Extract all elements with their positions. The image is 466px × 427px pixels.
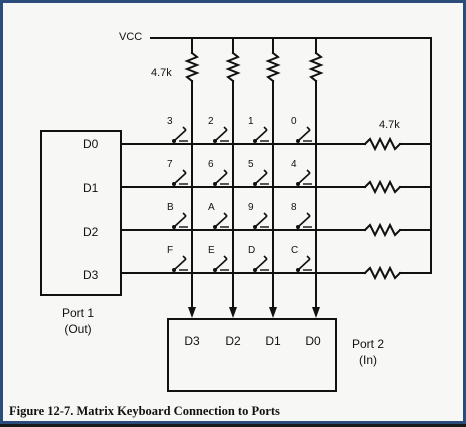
port1-pin-d0: D0 <box>83 137 99 151</box>
switch-tip <box>306 126 311 131</box>
key-switch-5: 5 <box>248 159 269 186</box>
key-label-1: 1 <box>248 116 254 127</box>
switch-lever <box>173 258 187 271</box>
key-label-7: 7 <box>167 159 173 170</box>
row-pullup-resistor <box>363 179 402 195</box>
port1-box <box>40 130 122 296</box>
figure-caption: Figure 12-7. Matrix Keyboard Connection … <box>9 404 280 418</box>
switch-tip <box>263 212 268 217</box>
port2-pin-d2: D2 <box>225 334 241 348</box>
switch-lever <box>214 129 228 142</box>
switch-lever <box>214 258 228 271</box>
switch-lever <box>297 258 311 271</box>
column-pullup-resistor <box>225 51 241 83</box>
column-pullup-resistor <box>265 51 281 83</box>
column-pullup-resistor <box>308 51 324 83</box>
port2-box <box>167 318 337 392</box>
key-label-0: 0 <box>291 116 297 127</box>
switch-lever <box>297 129 311 142</box>
row-pullup-resistor <box>363 222 402 238</box>
switch-tip <box>263 126 268 131</box>
key-label-2: 2 <box>208 116 214 127</box>
port2-mode: (In) <box>359 353 377 367</box>
switch-tip <box>223 255 228 260</box>
key-label-4: 4 <box>291 159 297 170</box>
port2-pin-d0: D0 <box>305 334 321 348</box>
vcc-label: VCC <box>119 31 142 43</box>
switch-lever <box>173 129 187 142</box>
key-label-9: 9 <box>248 202 254 213</box>
row-pullup-resistor <box>363 265 402 281</box>
key-switch-b: B <box>167 202 188 229</box>
key-label-a: A <box>208 202 215 213</box>
key-label-5: 5 <box>248 159 254 170</box>
key-switch-0: 0 <box>291 116 312 143</box>
port1-pin-d3: D3 <box>83 268 99 282</box>
column-arrow <box>269 307 277 318</box>
switch-tip <box>306 212 311 217</box>
column-arrow <box>188 307 196 318</box>
key-label-b: B <box>167 202 174 213</box>
switch-lever <box>297 215 311 228</box>
port1-pin-d1: D1 <box>83 181 99 195</box>
port2-pin-d3: D3 <box>184 334 200 348</box>
switch-tip <box>223 126 228 131</box>
port1-mode: (Out) <box>64 322 91 336</box>
port2-title: Port 2 <box>352 337 384 351</box>
key-switch-1: 1 <box>248 116 269 143</box>
key-label-c: C <box>291 245 298 256</box>
switch-tip <box>263 169 268 174</box>
switch-lever <box>214 215 228 228</box>
port2-pin-d1: D1 <box>265 334 281 348</box>
key-switch-3: 3 <box>167 116 188 143</box>
key-switch-a: A <box>208 202 229 229</box>
key-label-3: 3 <box>167 116 173 127</box>
key-switch-d: D <box>248 245 269 272</box>
key-switch-6: 6 <box>208 159 229 186</box>
column-arrow <box>229 307 237 318</box>
key-switch-e: E <box>208 245 229 272</box>
row-resistor-label: 4.7k <box>379 119 400 131</box>
switch-lever <box>254 258 268 271</box>
switch-lever <box>297 172 311 185</box>
switch-tip <box>223 212 228 217</box>
key-label-8: 8 <box>291 202 297 213</box>
key-switch-7: 7 <box>167 159 188 186</box>
row-pullup-resistor <box>363 136 402 152</box>
switch-lever <box>254 129 268 142</box>
key-switch-c: C <box>291 245 312 272</box>
key-switch-2: 2 <box>208 116 229 143</box>
switch-lever <box>214 172 228 185</box>
key-label-d: D <box>248 245 255 256</box>
key-label-6: 6 <box>208 159 214 170</box>
key-switch-f: F <box>167 245 188 272</box>
column-resistor-label: 4.7k <box>151 67 172 79</box>
switch-lever <box>173 215 187 228</box>
column-pullup-resistor <box>184 51 200 83</box>
switch-tip <box>223 169 228 174</box>
key-switch-4: 4 <box>291 159 312 186</box>
switch-tip <box>263 255 268 260</box>
key-label-f: F <box>167 245 173 256</box>
switch-tip <box>182 212 187 217</box>
key-switch-8: 8 <box>291 202 312 229</box>
key-switch-9: 9 <box>248 202 269 229</box>
switch-lever <box>254 172 268 185</box>
port1-title: Port 1 <box>62 306 94 320</box>
matrix-keyboard-diagram: 3 2 1 07 6 5 4B A 9 8F E D C VCC 4.7k 4.7k D0 D1 D2 … <box>9 31 432 418</box>
column-arrow <box>312 307 320 318</box>
switch-tip <box>306 169 311 174</box>
switch-tip <box>182 169 187 174</box>
key-label-e: E <box>208 245 215 256</box>
switch-tip <box>182 126 187 131</box>
switch-lever <box>173 172 187 185</box>
port1-pin-d2: D2 <box>83 225 99 239</box>
switch-lever <box>254 215 268 228</box>
switch-tip <box>182 255 187 260</box>
switch-tip <box>306 255 311 260</box>
